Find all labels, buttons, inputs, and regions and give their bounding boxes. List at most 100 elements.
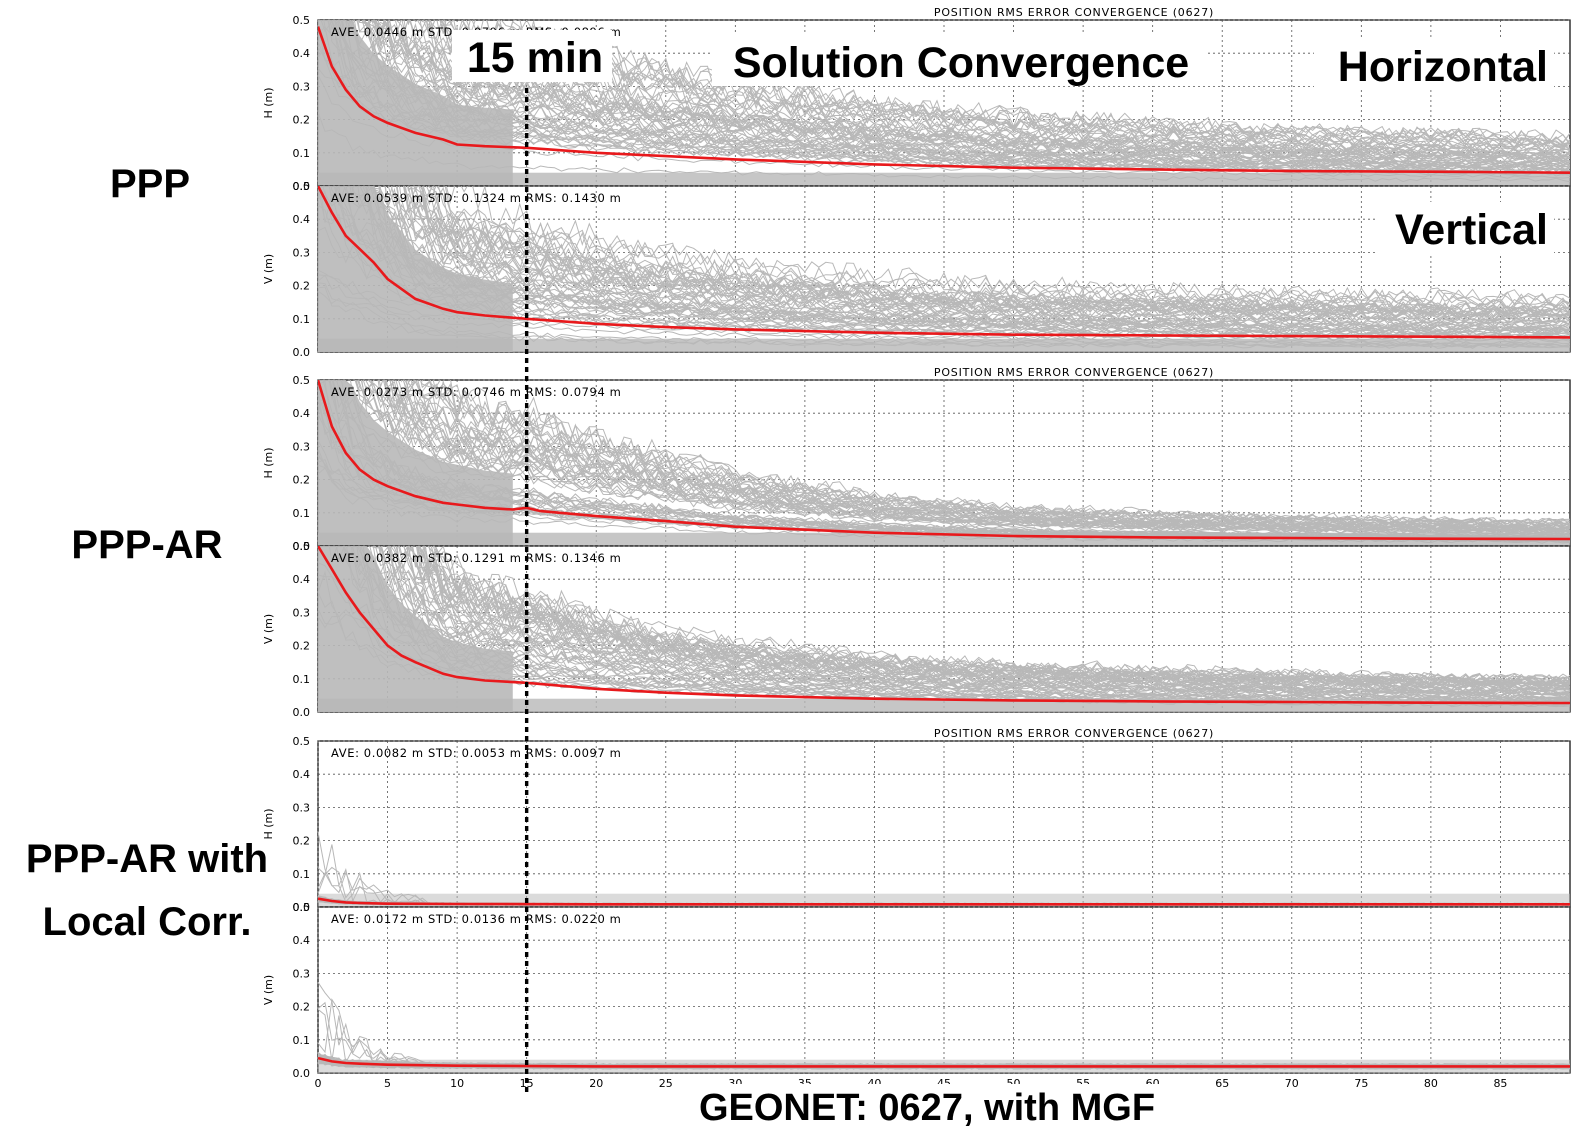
y-axis-label: H (m): [262, 447, 275, 478]
y-tick-label: 0.1: [293, 147, 311, 160]
y-tick-label: 0.0: [293, 180, 311, 193]
individual-station-line: [432, 186, 1570, 309]
y-tick-label: 0.5: [293, 735, 311, 748]
individual-station-line: [384, 186, 1570, 324]
footer-caption: GEONET: 0627, with MGF: [699, 1087, 1155, 1129]
individual-series: [318, 546, 1570, 712]
label-15min-bg: [452, 30, 612, 82]
horizontal-bg: [1314, 38, 1554, 90]
solution-convergence-bg: [712, 34, 1208, 86]
y-tick-label: 0.2: [293, 474, 311, 487]
individual-station-line: [357, 20, 1570, 167]
y-tick-label: 0.3: [293, 440, 311, 453]
y-tick-label: 0.5: [293, 374, 311, 387]
y-tick-label: 0.1: [293, 1034, 311, 1047]
y-axis-label: H (m): [262, 87, 275, 118]
individual-station-line: [384, 380, 1570, 531]
individual-station-line: [322, 186, 1570, 340]
individual-station-line: [318, 25, 1570, 175]
mean-series-line: [318, 1056, 1570, 1068]
y-tick-label: 0.1: [293, 673, 311, 686]
individual-station-line: [374, 546, 1570, 697]
row-label-local-corr-line2: Local Corr.: [43, 900, 252, 944]
individual-station-line: [383, 380, 1570, 532]
y-tick-label: 0.3: [293, 606, 311, 619]
row-label-ppp-ar: PPP-AR: [71, 523, 222, 567]
x-tick-label: 20: [589, 1077, 603, 1090]
early-scatter-fill: [318, 186, 513, 352]
footer-bg: [676, 1084, 1180, 1130]
individual-station-line: [373, 546, 1570, 697]
panel-title: POSITION RMS ERROR CONVERGENCE (0627): [934, 727, 1214, 740]
overlay-layer: PPP PPP-AR PPP-AR with Local Corr. 15 mi…: [26, 30, 1554, 1130]
panel-stats: AVE: 0.0082 m STD: 0.0053 m RMS: 0.0097 …: [331, 746, 621, 760]
y-tick-label: 0.1: [293, 313, 311, 326]
x-tick-label: 10: [450, 1077, 464, 1090]
individual-station-line: [365, 186, 1570, 333]
individual-station-line: [425, 186, 1570, 308]
individual-station-line: [453, 20, 1570, 144]
panel-2-h: 0.0 0.1 0.2 0.3 0.4 0.5 H (m) AVE: 0.0082 m STD…: [262, 727, 1571, 914]
x-tick-label: 5: [384, 1077, 391, 1090]
low-error-band: [318, 172, 1570, 186]
individual-station-line: [357, 380, 1570, 534]
y-tick-label: 0.5: [293, 540, 311, 553]
individual-station-line: [412, 186, 1570, 318]
y-tick-label: 0.4: [293, 47, 311, 60]
y-tick-label: 0.3: [293, 246, 311, 259]
individual-station-line: [376, 20, 1570, 158]
x-tick-label: 15: [520, 1077, 534, 1090]
y-axis-label: V (m): [262, 254, 275, 284]
vertical-annotation: Vertical: [1395, 206, 1548, 254]
y-tick-label: 0.2: [293, 1001, 311, 1014]
mean-series-line: [318, 380, 1570, 541]
y-tick-label: 0.3: [293, 801, 311, 814]
panel-title: POSITION RMS ERROR CONVERGENCE (0627): [934, 6, 1214, 19]
y-tick-label: 0.2: [293, 280, 311, 293]
x-tick-label: 75: [1354, 1077, 1368, 1090]
y-tick-label: 0.0: [293, 1067, 311, 1080]
y-tick-label: 0.2: [293, 640, 311, 653]
y-tick-label: 0.3: [293, 80, 311, 93]
x-tick-label: 0: [315, 1077, 322, 1090]
panel-title: POSITION RMS ERROR CONVERGENCE (0627): [934, 366, 1214, 379]
mean-series-line: [318, 186, 1570, 339]
x-tick-label: 25: [659, 1077, 673, 1090]
panels-layer: 0.00.10.20.30.40.5H (m)AVE: 0.0446 m STD…: [262, 6, 1571, 1102]
panel-stats: AVE: 0.0539 m STD: 0.1324 m RMS: 0.1430 …: [331, 191, 621, 205]
panel-0-h: 0.00.10.20.30.40.5H (m)AVE: 0.0446 m STD…: [262, 6, 1571, 193]
mean-series-line: [318, 546, 1570, 705]
solution-convergence-annotation: Solution Convergence: [733, 39, 1189, 87]
row-label-local-corr-line1: PPP-AR with: [26, 837, 268, 881]
y-axis-label: H (m): [262, 808, 275, 839]
y-tick-label: 0.2: [293, 835, 311, 848]
y-tick-label: 0.3: [293, 967, 311, 980]
y-tick-label: 0.4: [293, 213, 311, 226]
individual-station-line: [379, 186, 1570, 324]
panel-stats: AVE: 0.0172 m STD: 0.0136 m RMS: 0.0220 …: [331, 912, 621, 926]
individual-station-line: [414, 186, 1570, 317]
early-scatter-fill: [318, 546, 513, 712]
y-tick-label: 0.0: [293, 346, 311, 359]
low-error-band: [318, 532, 1570, 546]
y-tick-label: 0.2: [293, 114, 311, 127]
y-tick-label: 0.0: [293, 901, 311, 914]
y-axis-label: V (m): [262, 614, 275, 644]
y-tick-label: 0.5: [293, 14, 311, 27]
panel-2-v: 0.0 0.1 0.2 0.3 0.4 0.5 V (m) AVE: 0.0172 m STD…: [262, 901, 1571, 1102]
x-tick-label: 85: [1493, 1077, 1507, 1090]
label-15min: 15 min: [467, 34, 603, 82]
vertical-bg: [1378, 202, 1554, 254]
panel-stats: AVE: 0.0273 m STD: 0.0746 m RMS: 0.0794 …: [331, 385, 621, 399]
y-tick-label: 0.4: [293, 407, 311, 420]
y-tick-label: 0.5: [293, 180, 311, 193]
horizontal-annotation: Horizontal: [1338, 43, 1548, 91]
y-tick-label: 0.5: [293, 901, 311, 914]
y-tick-label: 0.0: [293, 540, 311, 553]
y-axis-label: V (m): [262, 975, 275, 1005]
y-tick-label: 0.4: [293, 934, 311, 947]
individual-station-line: [424, 546, 1570, 686]
individual-station-line: [378, 546, 1570, 696]
x-tick-label: 65: [1215, 1077, 1229, 1090]
